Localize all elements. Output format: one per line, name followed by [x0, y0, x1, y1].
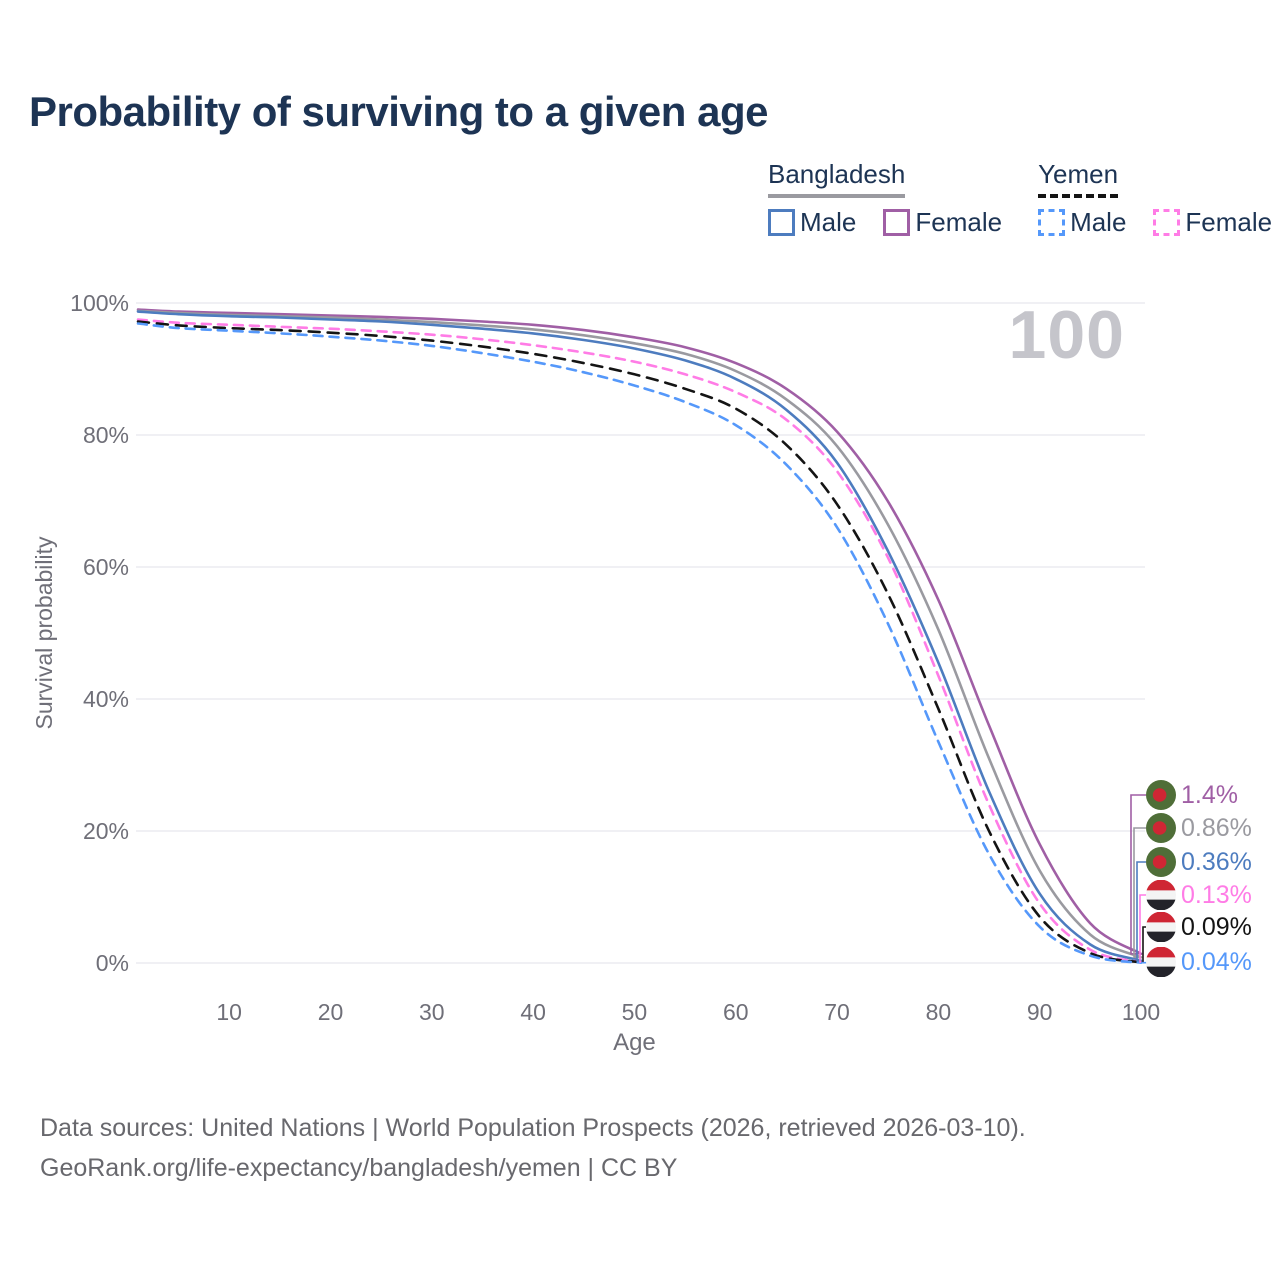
- series-line-bangladesh-female[interactable]: [136, 308, 1143, 956]
- yemen-flag-icon: [1146, 879, 1176, 911]
- y-tick-label: 100%: [70, 290, 129, 316]
- legend-country-yemen[interactable]: Yemen: [1038, 160, 1119, 198]
- end-label-connector: [1130, 794, 1146, 955]
- legend-group-yemen: Yemen Male Female: [1038, 160, 1272, 238]
- series-line-yemen-male[interactable]: [136, 322, 1143, 964]
- x-tick-label: 40: [520, 999, 546, 1025]
- x-tick-label: 50: [622, 999, 648, 1025]
- legend-group-bangladesh: Bangladesh Male Female: [768, 160, 1002, 238]
- bangladesh-flag-icon: [1146, 847, 1176, 877]
- legend: Bangladesh Male Female Yemen Male Female: [768, 160, 1272, 238]
- legend-label-bangladesh-female[interactable]: Female: [915, 206, 1003, 237]
- series-end-label-row[interactable]: 1.4%: [1146, 779, 1238, 811]
- x-axis-title: Age: [613, 1029, 656, 1056]
- legend-swatch-yemen-female[interactable]: [1153, 208, 1181, 236]
- bangladesh-flag-icon: [1146, 813, 1176, 843]
- chart-title: Probability of surviving to a given age: [29, 88, 768, 135]
- age-counter-watermark: 100: [1008, 297, 1125, 373]
- x-tick-label: 20: [318, 999, 344, 1025]
- y-tick-label: 40%: [83, 686, 129, 712]
- series-line-yemen-both-sexes[interactable]: [136, 320, 1143, 964]
- x-tick-label: 100: [1122, 999, 1160, 1025]
- series-end-label-row[interactable]: 0.04%: [1146, 946, 1252, 978]
- series-end-value: 0.04%: [1181, 947, 1252, 976]
- legend-country-bangladesh[interactable]: Bangladesh: [768, 160, 906, 198]
- legend-items-yemen: Male Female: [1038, 207, 1272, 238]
- bangladesh-flag-icon: [1146, 780, 1176, 810]
- legend-swatch-yemen-male[interactable]: [1038, 208, 1066, 236]
- y-tick-label: 20%: [83, 818, 129, 844]
- x-tick-label: 10: [216, 999, 242, 1025]
- x-tick-label: 30: [419, 999, 445, 1025]
- series-end-value: 0.36%: [1181, 847, 1252, 876]
- y-tick-label: 60%: [83, 554, 129, 580]
- series-end-label-row[interactable]: 0.09%: [1146, 911, 1252, 943]
- attribution-line: GeoRank.org/life-expectancy/bangladesh/y…: [40, 1154, 678, 1182]
- series-line-bangladesh-both-sexes[interactable]: [136, 309, 1143, 959]
- y-axis-title: Survival probability: [31, 536, 57, 730]
- y-tick-label: 0%: [96, 950, 129, 976]
- x-tick-label: 60: [723, 999, 749, 1025]
- series-end-value: 0.13%: [1181, 880, 1252, 909]
- legend-label-yemen-female[interactable]: Female: [1185, 206, 1273, 237]
- series-end-label-row[interactable]: 0.86%: [1146, 812, 1252, 844]
- end-label-connector: [1136, 861, 1146, 962]
- yemen-flag-icon: [1146, 911, 1176, 943]
- end-label-connector: [1141, 961, 1147, 964]
- series-end-label-row[interactable]: 0.13%: [1146, 879, 1252, 911]
- series-end-value: 0.86%: [1181, 813, 1252, 842]
- legend-items-bangladesh: Male Female: [768, 207, 1002, 238]
- legend-label-yemen-male[interactable]: Male: [1070, 206, 1127, 237]
- series-end-label-row[interactable]: 0.36%: [1146, 846, 1252, 878]
- data-sources-line: Data sources: United Nations | World Pop…: [40, 1114, 1026, 1142]
- footer: Data sources: United Nations | World Pop…: [40, 1108, 1026, 1188]
- legend-swatch-bangladesh-female[interactable]: [883, 208, 911, 236]
- legend-label-bangladesh-male[interactable]: Male: [800, 206, 857, 237]
- series-end-value: 1.4%: [1181, 780, 1238, 809]
- x-tick-label: 70: [824, 999, 850, 1025]
- x-tick-label: 80: [926, 999, 952, 1025]
- x-tick-label: 90: [1027, 999, 1053, 1025]
- series-line-bangladesh-male[interactable]: [136, 310, 1143, 962]
- end-label-connector: [1139, 894, 1146, 963]
- series-line-yemen-female[interactable]: [136, 318, 1143, 964]
- series-end-value: 0.09%: [1181, 912, 1252, 941]
- yemen-flag-icon: [1146, 946, 1176, 978]
- y-tick-label: 80%: [83, 422, 129, 448]
- legend-swatch-bangladesh-male[interactable]: [768, 208, 795, 236]
